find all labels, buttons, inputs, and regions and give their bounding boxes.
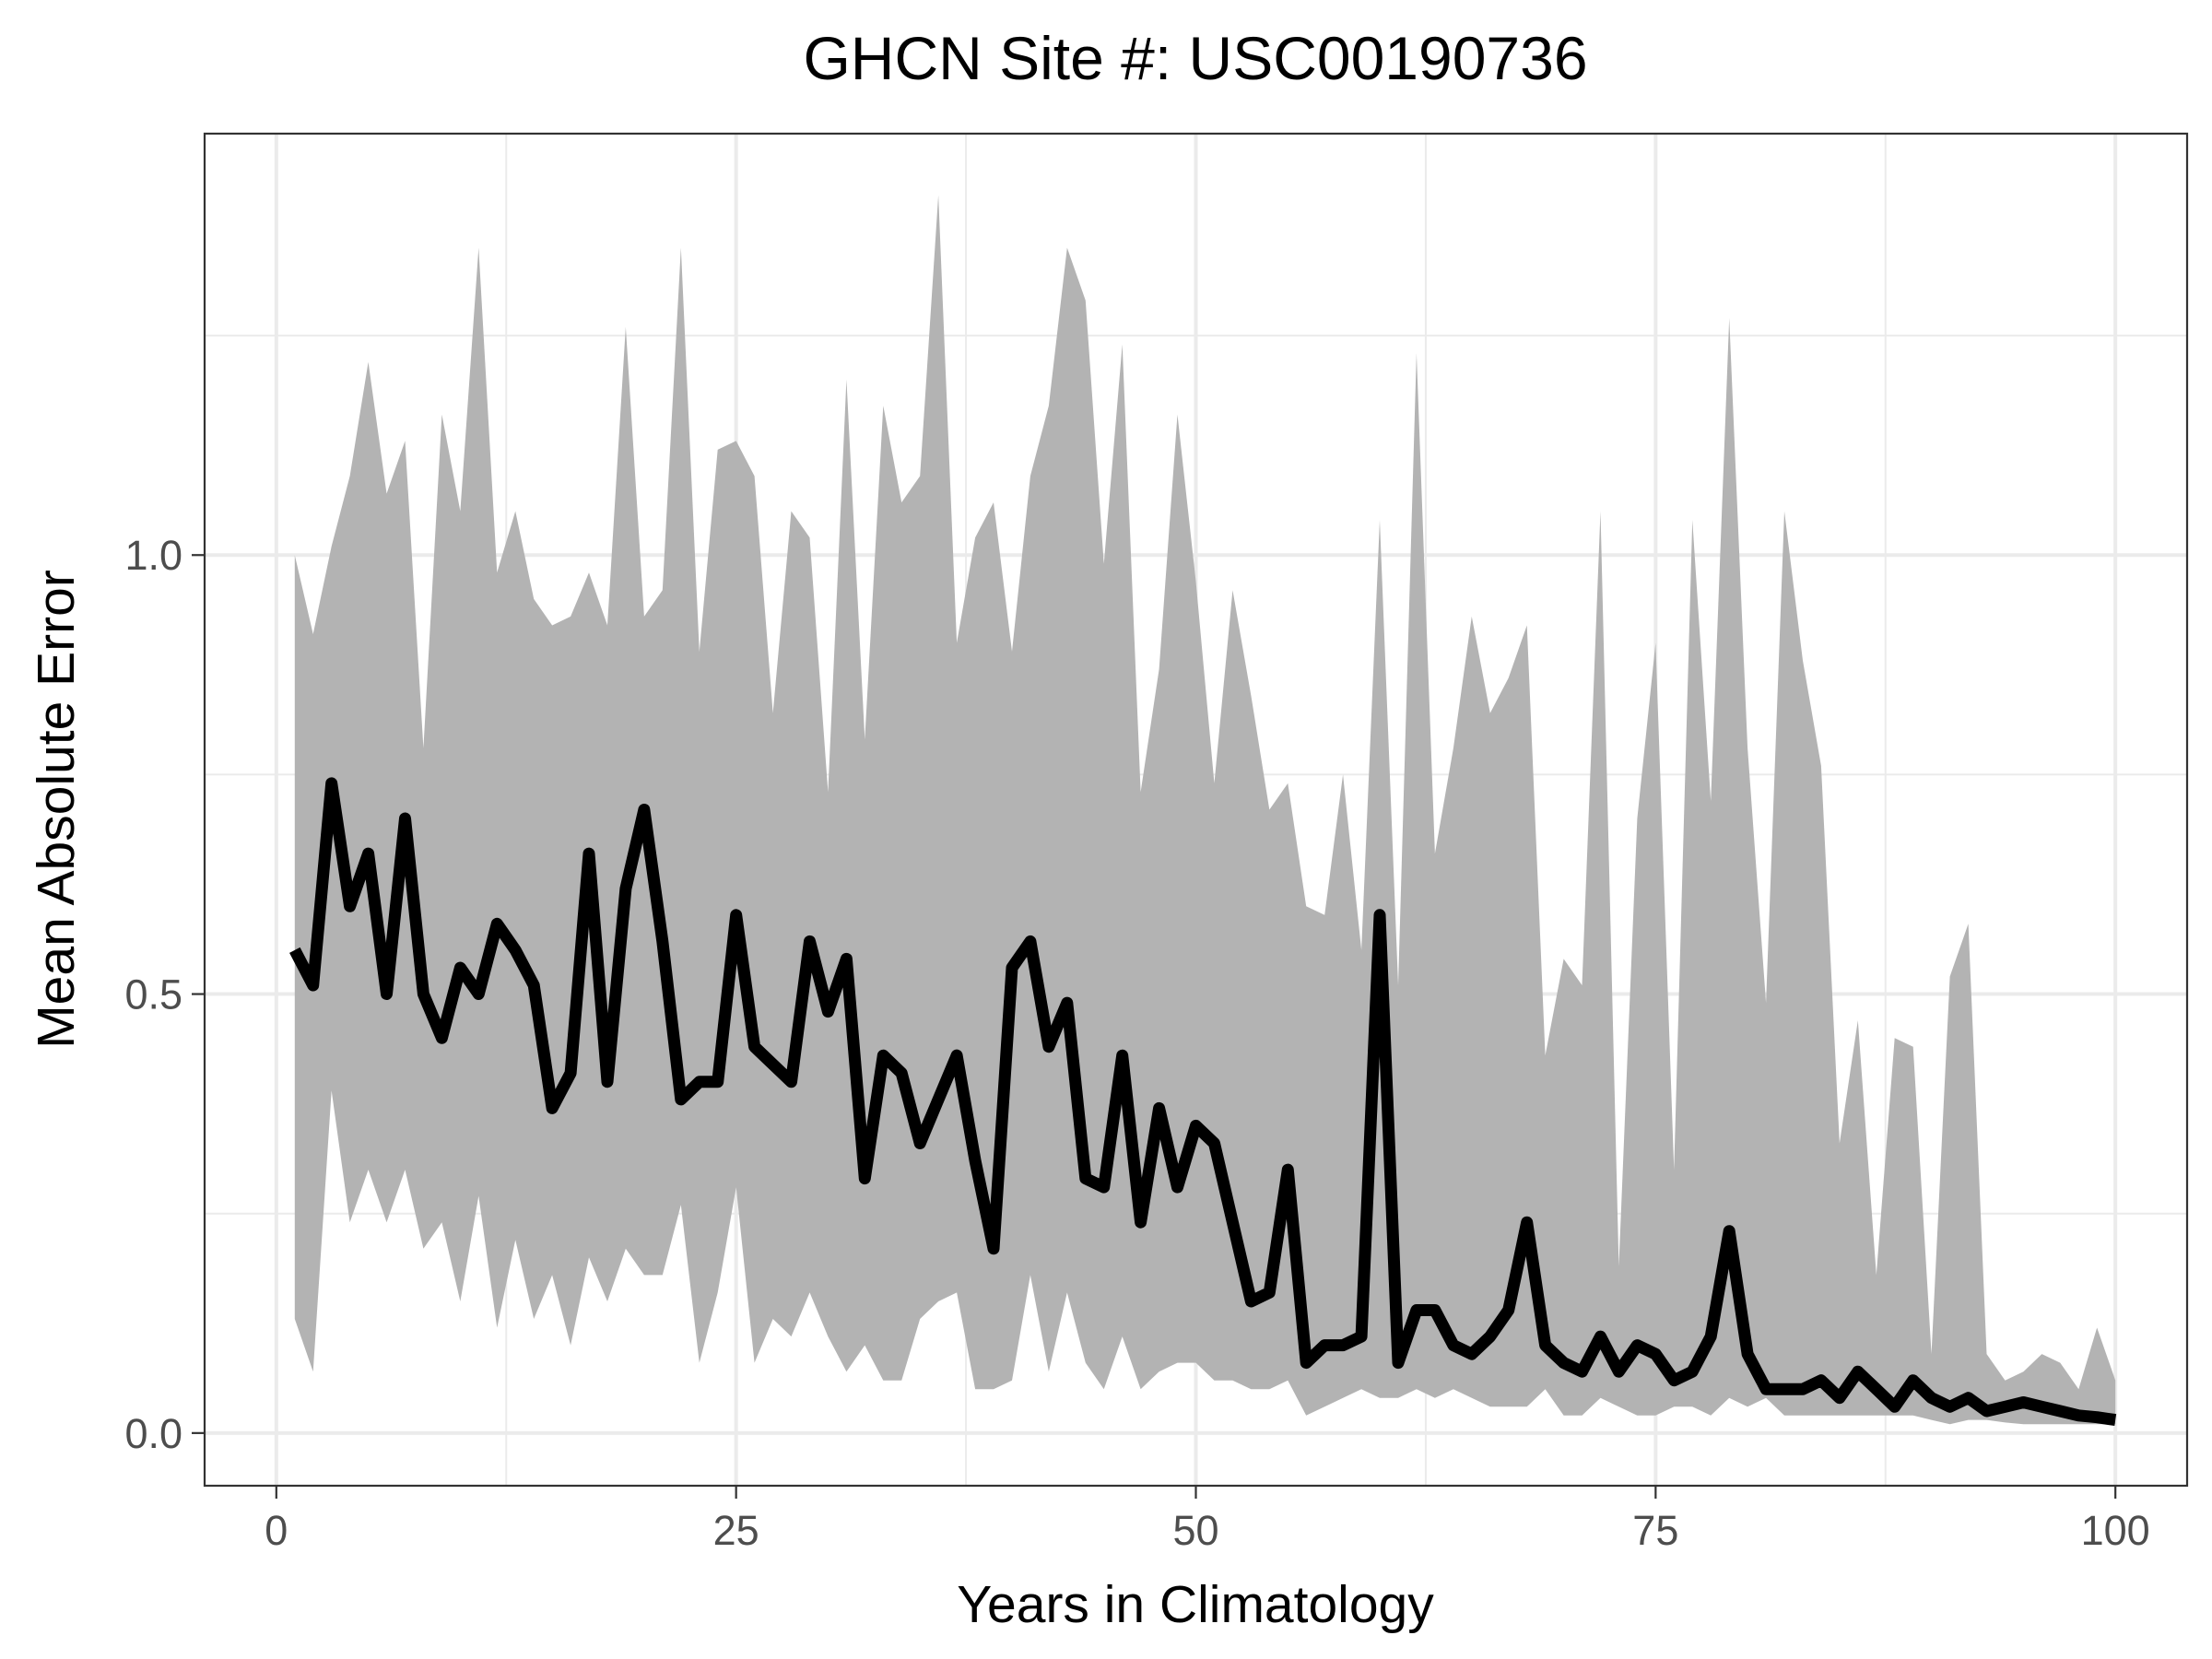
mean-absolute-error-line xyxy=(289,777,2117,1427)
x-axis-ticks xyxy=(275,1486,2117,1499)
error-band-layer xyxy=(294,194,2116,1425)
x-tick-label-3: 75 xyxy=(1632,1507,1678,1554)
y-axis-tick-labels: 0.0 0.5 1.0 xyxy=(124,532,182,1457)
x-tick-label-1: 25 xyxy=(713,1507,759,1554)
y-tick-label-0: 0.0 xyxy=(124,1410,182,1457)
y-axis-ticks xyxy=(192,554,205,1434)
mean-line-layer xyxy=(289,777,2117,1427)
x-tick-label-0: 0 xyxy=(265,1507,288,1554)
x-tick-label-4: 100 xyxy=(2081,1507,2150,1554)
y-tick-label-1: 0.5 xyxy=(124,971,182,1018)
y-tick-label-2: 1.0 xyxy=(124,532,182,579)
x-axis-tick-labels: 0 25 50 75 100 xyxy=(265,1507,2149,1554)
y-axis-title: Mean Absolute Error xyxy=(27,570,86,1049)
x-axis-title: Years in Climatology xyxy=(957,1575,1434,1634)
chart-title: GHCN Site #: USC00190736 xyxy=(803,24,1587,92)
error-band xyxy=(294,194,2116,1425)
x-tick-label-2: 50 xyxy=(1172,1507,1218,1554)
